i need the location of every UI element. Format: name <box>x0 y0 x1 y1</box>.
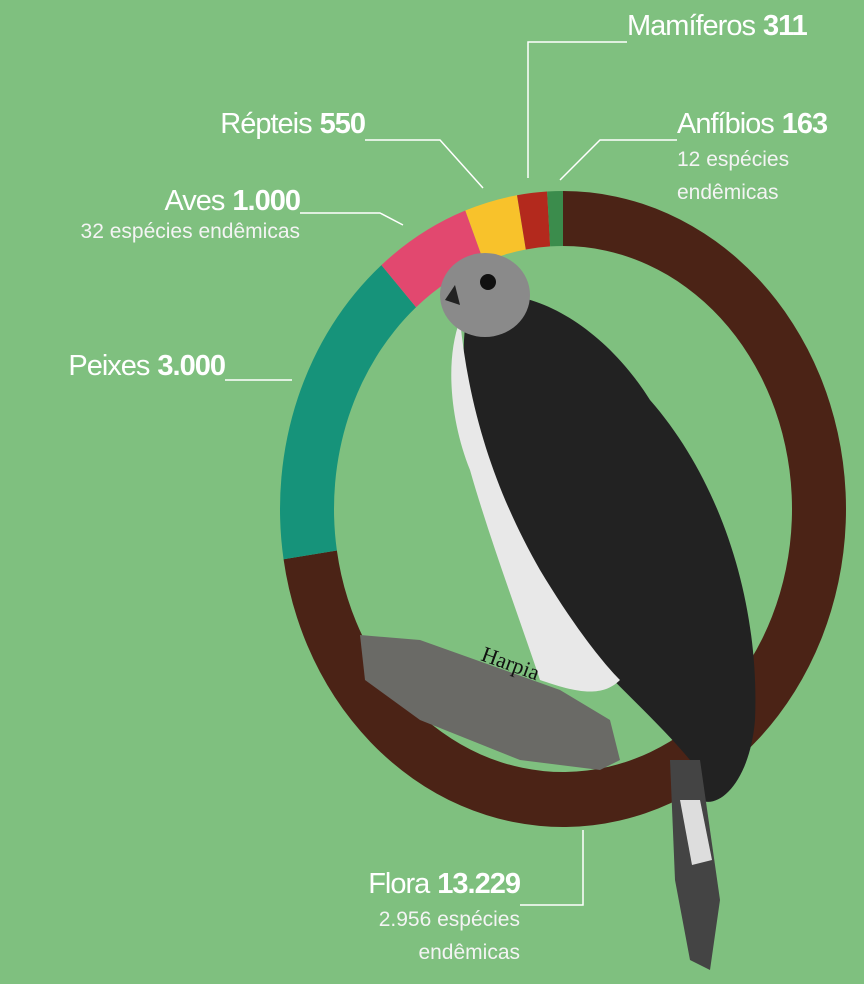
leader-line <box>520 830 583 905</box>
category-name: Répteis <box>220 108 311 140</box>
leader-line <box>300 213 403 225</box>
category-name: Mamíferos <box>627 10 755 42</box>
note: 32 espécies endêmicas <box>81 220 300 244</box>
infographic: Harpia Flora13.2292.956 espécies endêmic… <box>0 0 864 984</box>
label-heading: Répteis 550 <box>220 108 365 141</box>
category-name: Aves <box>164 185 224 217</box>
leader-line <box>560 140 677 180</box>
leader-line <box>365 140 483 188</box>
value-label: 311 <box>763 10 807 42</box>
label: Répteis 550 <box>220 108 365 141</box>
value-label: 550 <box>320 108 365 140</box>
note: 12 espécies endêmicas <box>677 143 837 209</box>
value-label: 163 <box>782 108 827 140</box>
category-name: Anfíbios <box>677 108 774 140</box>
category-name: Flora <box>368 868 429 900</box>
leader-line <box>528 42 627 178</box>
value-label: 13.229 <box>437 868 520 900</box>
category-name: Peixes <box>68 350 149 382</box>
note: 2.956 espécies endêmicas <box>320 903 520 969</box>
donut-segment <box>280 265 416 559</box>
harpy-eagle-illustration <box>360 253 755 970</box>
value-label: 1.000 <box>232 185 300 217</box>
value-label: 3.000 <box>157 350 225 382</box>
